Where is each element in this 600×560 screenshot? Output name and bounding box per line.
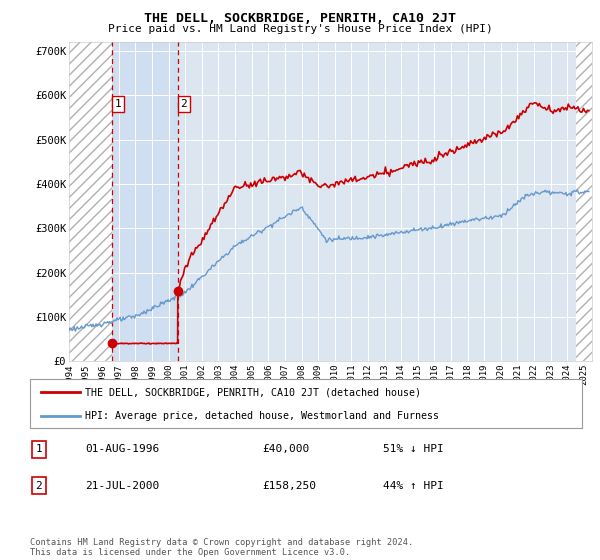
Text: 44% ↑ HPI: 44% ↑ HPI [383,481,444,491]
Text: THE DELL, SOCKBRIDGE, PENRITH, CA10 2JT (detached house): THE DELL, SOCKBRIDGE, PENRITH, CA10 2JT … [85,388,421,398]
Bar [112,42,178,361]
Bar [69,42,112,361]
Text: HPI: Average price, detached house, Westmorland and Furness: HPI: Average price, detached house, West… [85,411,439,421]
Bar [69,42,112,361]
Text: 2: 2 [35,481,42,491]
Text: 1: 1 [35,445,42,454]
Text: 21-JUL-2000: 21-JUL-2000 [85,481,160,491]
Text: 01-AUG-1996: 01-AUG-1996 [85,445,160,454]
Text: 51% ↓ HPI: 51% ↓ HPI [383,445,444,454]
Text: 2: 2 [180,99,187,109]
Text: THE DELL, SOCKBRIDGE, PENRITH, CA10 2JT: THE DELL, SOCKBRIDGE, PENRITH, CA10 2JT [144,12,456,25]
Text: Price paid vs. HM Land Registry's House Price Index (HPI): Price paid vs. HM Land Registry's House … [107,24,493,34]
Text: £158,250: £158,250 [262,481,316,491]
Bar [575,42,592,361]
Text: £40,000: £40,000 [262,445,309,454]
Bar [575,42,592,361]
Text: Contains HM Land Registry data © Crown copyright and database right 2024.
This d: Contains HM Land Registry data © Crown c… [30,538,413,557]
FancyBboxPatch shape [30,379,582,428]
Text: 1: 1 [115,99,121,109]
